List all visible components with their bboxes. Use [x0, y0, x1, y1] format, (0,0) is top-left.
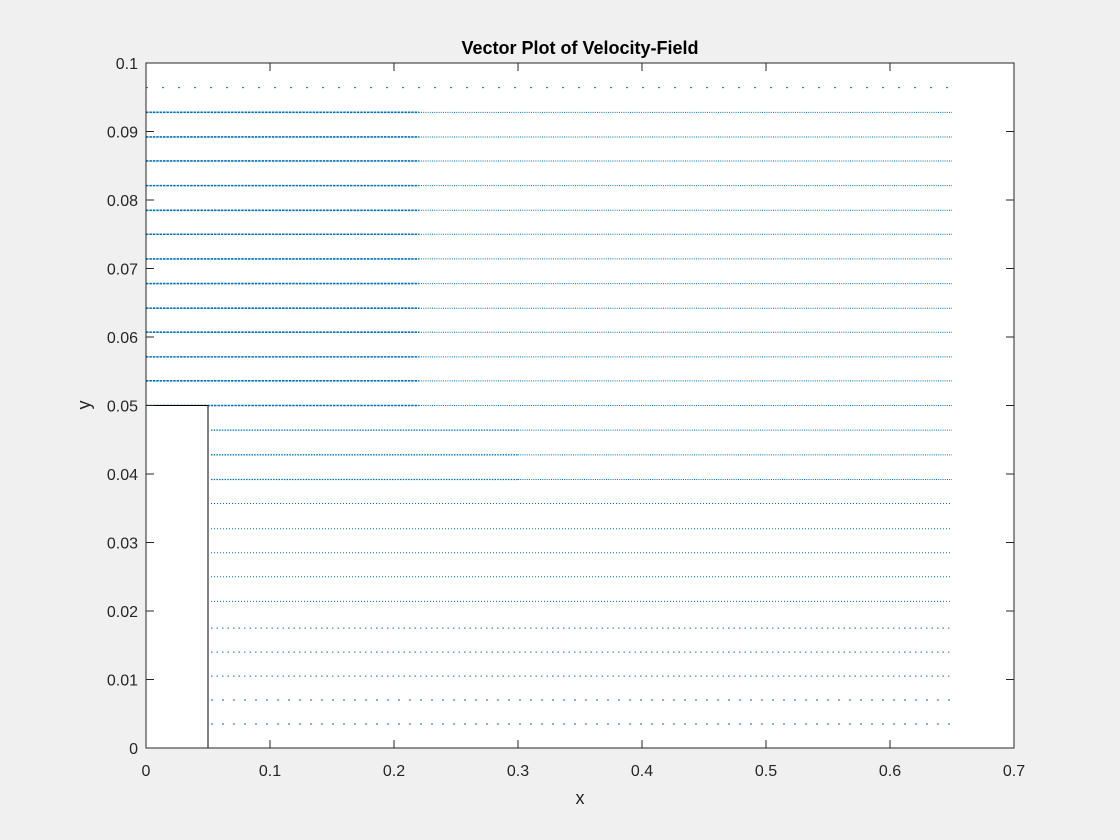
vector-field [146, 87, 952, 725]
x-tick-label: 0.4 [631, 763, 653, 780]
x-axis-label: x [576, 788, 585, 808]
chart-title: Vector Plot of Velocity-Field [461, 38, 698, 58]
y-tick-label: 0.1 [116, 56, 138, 73]
x-tick-label: 0 [142, 763, 151, 780]
y-tick-label: 0.04 [107, 467, 138, 484]
x-tick-label: 0.2 [383, 763, 405, 780]
y-tick-label: 0.01 [107, 673, 138, 690]
x-axis-ticks: 0 0.1 0.2 0.3 0.4 0.5 0.6 0.7 [142, 63, 1025, 780]
y-axis-ticks: 0 0.01 0.02 0.03 0.04 0.05 0.06 0.07 0.08 0.09 0.1 [107, 56, 1014, 758]
x-tick-label: 0.7 [1003, 763, 1025, 780]
y-axis-label: y [74, 401, 94, 410]
y-tick-label: 0.03 [107, 536, 138, 553]
x-tick-label: 0.5 [755, 763, 777, 780]
x-tick-label: 0.6 [879, 763, 901, 780]
y-tick-label: 0.02 [107, 604, 138, 621]
y-tick-label: 0.05 [107, 399, 138, 416]
y-tick-label: 0.09 [107, 125, 138, 142]
x-tick-label: 0.1 [259, 763, 281, 780]
y-tick-label: 0 [129, 741, 138, 758]
y-tick-label: 0.06 [107, 330, 138, 347]
x-tick-label: 0.3 [507, 763, 529, 780]
step-obstacle [145, 405, 209, 749]
y-tick-label: 0.08 [107, 193, 138, 210]
y-tick-label: 0.07 [107, 262, 138, 279]
